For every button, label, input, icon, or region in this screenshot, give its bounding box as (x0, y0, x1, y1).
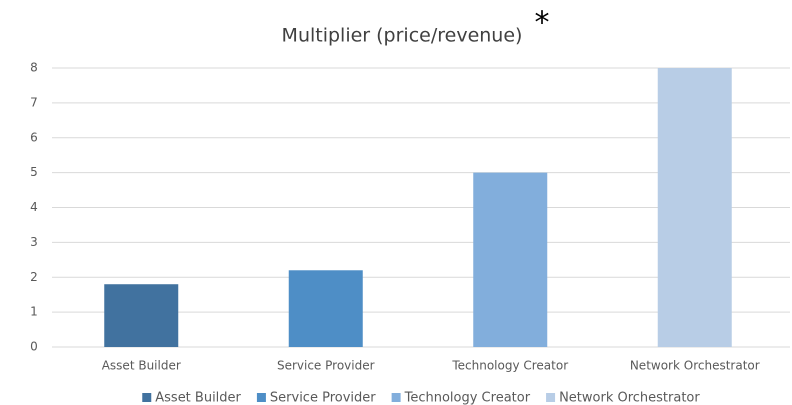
bar (657, 68, 732, 347)
bar (288, 270, 363, 347)
x-tick-label: Technology Creator (451, 359, 568, 373)
legend-swatch (391, 393, 401, 402)
x-tick-label: Service Provider (277, 359, 375, 373)
y-tick-label: 5 (30, 165, 38, 179)
legend-label: Asset Builder (155, 391, 241, 405)
y-tick-label: 4 (30, 200, 38, 214)
y-tick-label: 7 (30, 95, 38, 109)
bar (473, 172, 548, 347)
y-tick-label: 3 (30, 235, 38, 249)
legend-swatch (546, 393, 556, 402)
y-tick-label: 2 (30, 270, 38, 284)
chart-title: Multiplier (price/revenue) (282, 25, 523, 47)
legend-label: Network Orchestrator (559, 391, 700, 405)
y-tick-label: 1 (30, 305, 38, 319)
annotation: * (535, 6, 550, 41)
bar (104, 284, 179, 347)
x-tick-label: Network Orchestrator (630, 359, 760, 373)
legend-swatch (142, 393, 152, 402)
legend-label: Technology Creator (404, 391, 531, 405)
y-tick-label: 6 (30, 130, 38, 144)
legend-swatch (256, 393, 266, 402)
legend-label: Service Provider (270, 391, 376, 405)
y-tick-label: 8 (30, 61, 38, 75)
x-tick-label: Asset Builder (102, 359, 181, 373)
y-tick-label: 0 (30, 340, 38, 354)
